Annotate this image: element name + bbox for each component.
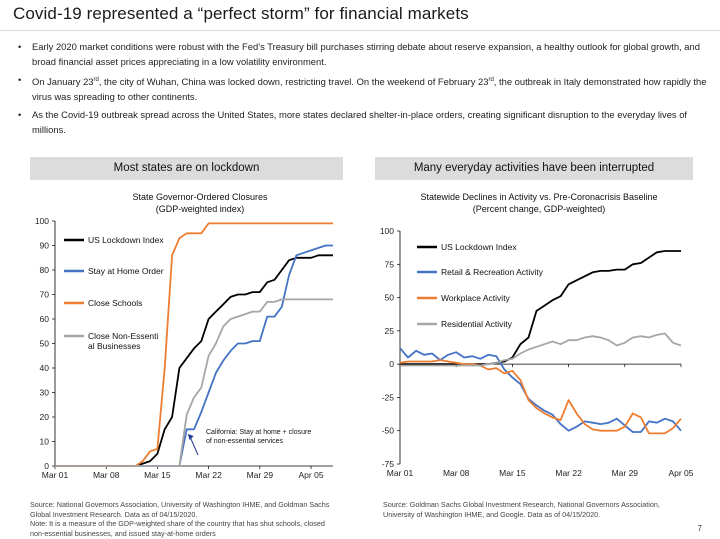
legend-label: Retail & Recreation Activity	[441, 267, 544, 277]
legend: US Lockdown Index Retail & Recreation Act…	[417, 242, 544, 329]
legend-label: Residential Activity	[441, 319, 513, 329]
y-tick-label: 50	[385, 293, 395, 303]
y-tick-label: 75	[385, 259, 395, 269]
left-chart-title: State Governor-Ordered Closures	[132, 192, 268, 202]
legend-label: US Lockdown Index	[441, 242, 517, 252]
x-tick-label: Mar 22	[195, 470, 222, 480]
y-tick-label: 25	[385, 326, 395, 336]
series-line-retail-recreation-activity	[399, 347, 682, 433]
y-tick-label: 20	[40, 412, 50, 422]
y-tick-label: -50	[382, 426, 395, 436]
bullet-list: Early 2020 market conditions were robust…	[18, 40, 708, 141]
left-chart: 0 10 20 30 40 50 60 70 80 90 100 Mar 01 Mar 08 Mar 15…	[35, 216, 333, 480]
x-tick-label: Mar 22	[555, 468, 582, 478]
y-tick-label: -75	[382, 459, 395, 469]
ordinal-suffix: rd	[488, 77, 494, 83]
page-title: Covid-19 represented a “perfect storm” f…	[13, 4, 469, 23]
y-tick-label: 50	[40, 339, 50, 349]
left-source-block: Source: National Governors Association, …	[30, 500, 330, 538]
legend-label: Stay at Home Order	[88, 266, 164, 276]
left-panel-header: Most states are on lockdown	[30, 157, 343, 180]
x-tick-label: Mar 08	[93, 470, 120, 480]
x-tick-label: Mar 01	[387, 468, 414, 478]
x-tick-label: Mar 01	[42, 470, 69, 480]
legend-label: Close Schools	[88, 298, 142, 308]
right-chart-title-block: Statewide Declines in Activity vs. Pre-C…	[380, 191, 698, 215]
bullet-text: Early 2020 market conditions were robust…	[32, 41, 700, 67]
bullet-item: On January 23rd, the city of Wuhan, Chin…	[18, 73, 708, 104]
legend-label-line: al Businesses	[88, 341, 140, 351]
left-note: Note: It is a measure of the GDP-weighte…	[30, 519, 325, 538]
series-line-workplace-activity	[399, 359, 682, 435]
bullet-text-part: , the city of Wuhan, China was locked do…	[98, 76, 489, 88]
y-tick-label: 70	[40, 290, 50, 300]
series-line-us-lockdown-index	[400, 250, 681, 366]
legend-label: Close Non-Essenti al Businesses	[88, 331, 159, 351]
y-tick-label: 100	[35, 216, 49, 226]
x-tick-label: Apr 05	[299, 470, 324, 480]
right-chart: -75 -50 -25 0 25 50 75 100 Mar 01 Mar 08 Mar 15 Mar…	[380, 226, 694, 478]
y-tick-label: 90	[40, 241, 50, 251]
y-tick-label: 60	[40, 314, 50, 324]
left-chart-subtitle: (GDP-weighted index)	[155, 204, 245, 214]
right-chart-subtitle: (Percent change, GDP-weighted)	[472, 204, 606, 214]
bullet-text: As the Covid-19 outbreak spread across t…	[32, 109, 688, 135]
bullet-text-part: , the outbreak in Italy demonstrated how…	[32, 76, 707, 102]
y-tick-label: 30	[40, 388, 50, 398]
ordinal-suffix: rd	[93, 77, 99, 83]
x-tick-label: Mar 08	[443, 468, 470, 478]
y-tick-label: 0	[44, 461, 49, 471]
y-tick-label: 0	[389, 359, 394, 369]
page-number: 7	[697, 524, 702, 533]
right-chart-title: Statewide Declines in Activity vs. Pre-C…	[420, 192, 658, 202]
legend-label: US Lockdown Index	[88, 235, 164, 245]
right-panel-header: Many everyday activities have been inter…	[375, 157, 693, 180]
left-source: Source: National Governors Association, …	[30, 500, 330, 519]
bullet-text-part: On January 23	[32, 76, 94, 88]
y-tick-label: 40	[40, 363, 50, 373]
x-tick-label: Mar 29	[247, 470, 274, 480]
california-annotation: California: Stay at home + closure of non…	[206, 429, 311, 445]
annotation-arrow	[189, 435, 199, 456]
legend-label: Workplace Activity	[441, 293, 511, 303]
left-chart-title-block: State Governor-Ordered Closures (GDP-wei…	[60, 191, 340, 215]
y-tick-label: 100	[380, 226, 394, 236]
y-tick-label: 80	[40, 265, 50, 275]
x-tick-label: Mar 15	[499, 468, 526, 478]
right-source: Source: Goldman Sachs Global Investment …	[383, 500, 660, 519]
x-tick-label: Mar 15	[144, 470, 171, 480]
y-tick-label: -25	[382, 392, 395, 402]
series-line-residential-activity	[400, 332, 682, 367]
annotation-line: of non-essential services	[206, 438, 284, 445]
y-tick-label: 10	[40, 437, 50, 447]
x-tick-label: Apr 05	[668, 468, 693, 478]
bullet-item: Early 2020 market conditions were robust…	[18, 40, 708, 69]
annotation-arrowhead	[187, 434, 194, 440]
legend: US Lockdown Index Stay at Home Order Close…	[64, 235, 164, 351]
annotation-line: California: Stay at home + closure	[206, 429, 311, 436]
bullet-item: As the Covid-19 outbreak spread across t…	[18, 108, 708, 137]
x-tick-label: Mar 29	[612, 468, 639, 478]
legend-label-line: Close Non-Essenti	[88, 331, 159, 341]
series-line-close-non-essential-businesses	[55, 298, 333, 467]
title-divider	[0, 30, 720, 31]
